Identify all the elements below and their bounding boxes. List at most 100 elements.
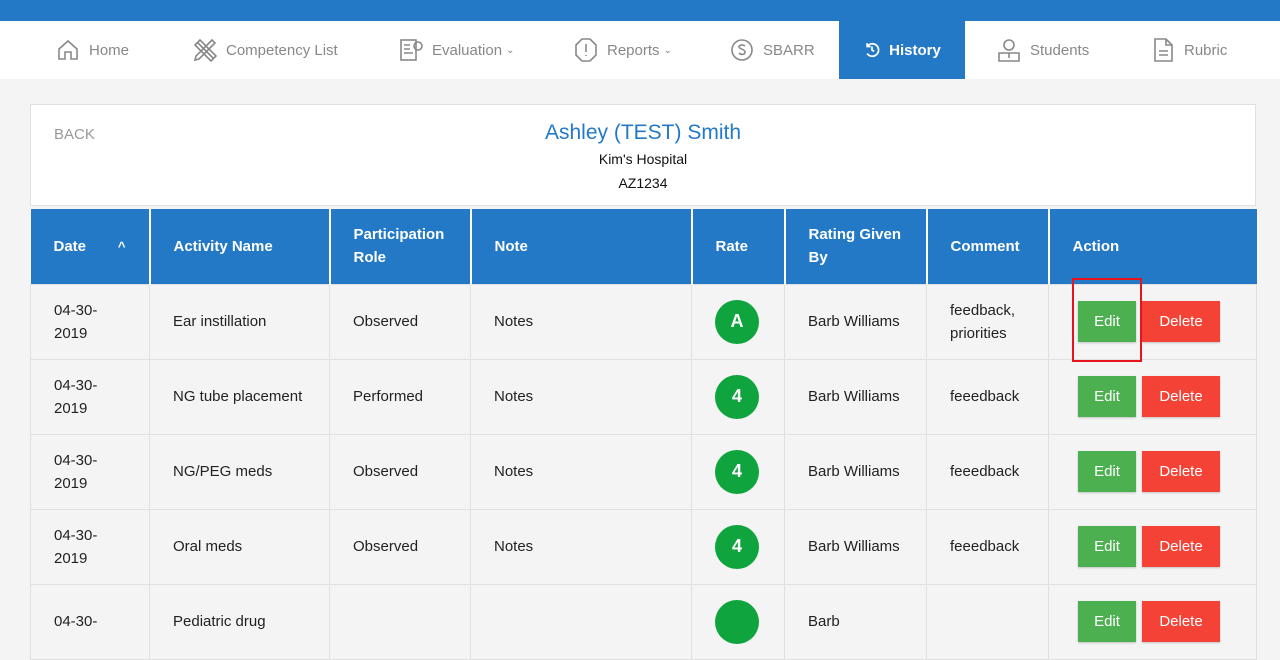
nav-label: Rubric [1184, 41, 1228, 59]
comment-cell: feeedback [926, 508, 1049, 585]
delete-button[interactable]: Delete [1142, 526, 1220, 567]
comment-cell: feeedback [926, 358, 1049, 435]
history-table: Date ^ Activity Name Participation Role Note… [30, 209, 1257, 660]
highlight-box [1072, 278, 1142, 362]
column-header-rating-given-by[interactable]: Rating Given By [784, 209, 928, 284]
edit-button[interactable]: Edit [1078, 301, 1136, 342]
table-row: 04-30-2019 Oral meds Observed Notes 4 Barb Wi… [30, 508, 1257, 585]
role-cell: Performed [329, 358, 471, 435]
evaluation-icon [400, 39, 423, 61]
role-cell: Observed [329, 508, 471, 585]
table-row: 04-30-2019 Ear instillation Observed Notes A… [30, 283, 1257, 360]
hospital-name: Kim's Hospital [598, 151, 688, 167]
nav-item-competency-list[interactable]: Competency List [192, 21, 338, 79]
top-bar [0, 0, 1280, 21]
main-nav: Home Competency List Evaluation ⌄ Reports ⌄ SB… [0, 21, 1280, 79]
column-label: Action [1072, 237, 1120, 255]
column-label: Activity Name [173, 237, 273, 255]
nav-label: Home [89, 41, 130, 59]
alert-octagon-icon [575, 38, 597, 62]
activity-cell: Oral meds [149, 508, 330, 585]
nav-label: Evaluation [432, 41, 503, 59]
action-cell: Edit Delete [1048, 583, 1257, 660]
sort-asc-icon[interactable]: ^ [117, 238, 126, 254]
column-header-action[interactable]: Action [1048, 209, 1257, 284]
column-header-date[interactable]: Date ^ [30, 209, 151, 284]
activity-cell: NG tube placement [149, 358, 330, 435]
note-cell: Notes [470, 433, 692, 510]
chevron-down-icon: ⌄ [663, 44, 672, 56]
rate-cell: 4 [691, 508, 785, 585]
action-cell: Edit Delete [1048, 358, 1257, 435]
student-header-card: BACK Ashley (TEST) Smith Kim's Hospital … [30, 104, 1256, 206]
nav-label: History [889, 41, 941, 59]
column-label: Note [494, 237, 528, 255]
rate-cell [691, 583, 785, 660]
action-cell: Edit Delete [1048, 508, 1257, 585]
rating-by-cell: Barb Williams [784, 508, 927, 585]
delete-button[interactable]: Delete [1142, 376, 1220, 417]
home-icon [58, 39, 78, 60]
edit-button[interactable]: Edit [1078, 601, 1136, 642]
rate-badge: A [715, 299, 759, 344]
nav-item-evaluation[interactable]: Evaluation ⌄ [398, 21, 514, 79]
rate-cell: A [691, 283, 785, 360]
rate-badge: 4 [715, 524, 759, 569]
column-label: Rate [715, 237, 749, 255]
comment-cell: feedback, priorities [926, 283, 1049, 360]
nav-label: Students [1030, 41, 1090, 59]
back-link[interactable]: BACK [54, 126, 95, 143]
comment-cell [926, 583, 1049, 660]
column-header-note[interactable]: Note [470, 209, 693, 284]
table-row: 04-30-2019 NG tube placement Performed Note… [30, 358, 1257, 435]
student-name: Ashley (TEST) Smith [544, 121, 742, 144]
date-cell: 04-30-2019 [30, 358, 150, 435]
note-cell [470, 583, 692, 660]
note-cell: Notes [470, 358, 692, 435]
comment-cell: feeedback [926, 433, 1049, 510]
action-cell: Edit Delete [1048, 433, 1257, 510]
history-icon [866, 42, 880, 58]
rate-cell: 4 [691, 433, 785, 510]
nav-label: SBARR [763, 41, 815, 59]
table-row: 04-30-2019 NG/PEG meds Observed Notes 4 Barb … [30, 433, 1257, 510]
nav-item-students[interactable]: Students [996, 21, 1089, 79]
date-cell: 04-30- [30, 583, 150, 660]
chevron-down-icon: ⌄ [506, 44, 515, 56]
column-header-participation-role[interactable]: Participation Role [329, 209, 472, 284]
student-icon [998, 39, 1020, 62]
edit-button[interactable]: Edit [1078, 526, 1136, 567]
role-cell: Observed [329, 283, 471, 360]
document-icon [1154, 38, 1173, 62]
column-label: Comment [950, 237, 1020, 255]
note-cell: Notes [470, 508, 692, 585]
column-header-comment[interactable]: Comment [926, 209, 1050, 284]
delete-button[interactable]: Delete [1142, 301, 1220, 342]
rating-by-cell: Barb [784, 583, 927, 660]
column-label: Rating Given By [808, 226, 902, 267]
edit-button[interactable]: Edit [1078, 376, 1136, 417]
rating-by-cell: Barb Williams [784, 358, 927, 435]
nav-item-reports[interactable]: Reports ⌄ [573, 21, 672, 79]
edit-button[interactable]: Edit [1078, 451, 1136, 492]
s-circle-icon [731, 39, 753, 61]
action-cell: Edit Delete [1048, 283, 1257, 360]
column-header-rate[interactable]: Rate [691, 209, 786, 284]
date-cell: 04-30-2019 [30, 283, 150, 360]
column-label: Participation Role [353, 226, 445, 267]
nav-item-history[interactable]: History [839, 21, 965, 79]
rate-badge: 4 [715, 374, 759, 419]
role-cell: Observed [329, 433, 471, 510]
activity-cell: NG/PEG meds [149, 433, 330, 510]
delete-button[interactable]: Delete [1142, 601, 1220, 642]
table-row: 04-30- Pediatric drug Barb Edit Delete [30, 583, 1257, 660]
note-cell: Notes [470, 283, 692, 360]
rating-by-cell: Barb Williams [784, 433, 927, 510]
nav-item-rubric[interactable]: Rubric [1150, 21, 1227, 79]
nav-item-home[interactable]: Home [55, 21, 129, 79]
activity-cell: Pediatric drug [149, 583, 330, 660]
delete-button[interactable]: Delete [1142, 451, 1220, 492]
nav-item-sbarr[interactable]: SBARR [729, 21, 815, 79]
rate-badge [715, 599, 759, 644]
column-header-activity-name[interactable]: Activity Name [149, 209, 331, 284]
